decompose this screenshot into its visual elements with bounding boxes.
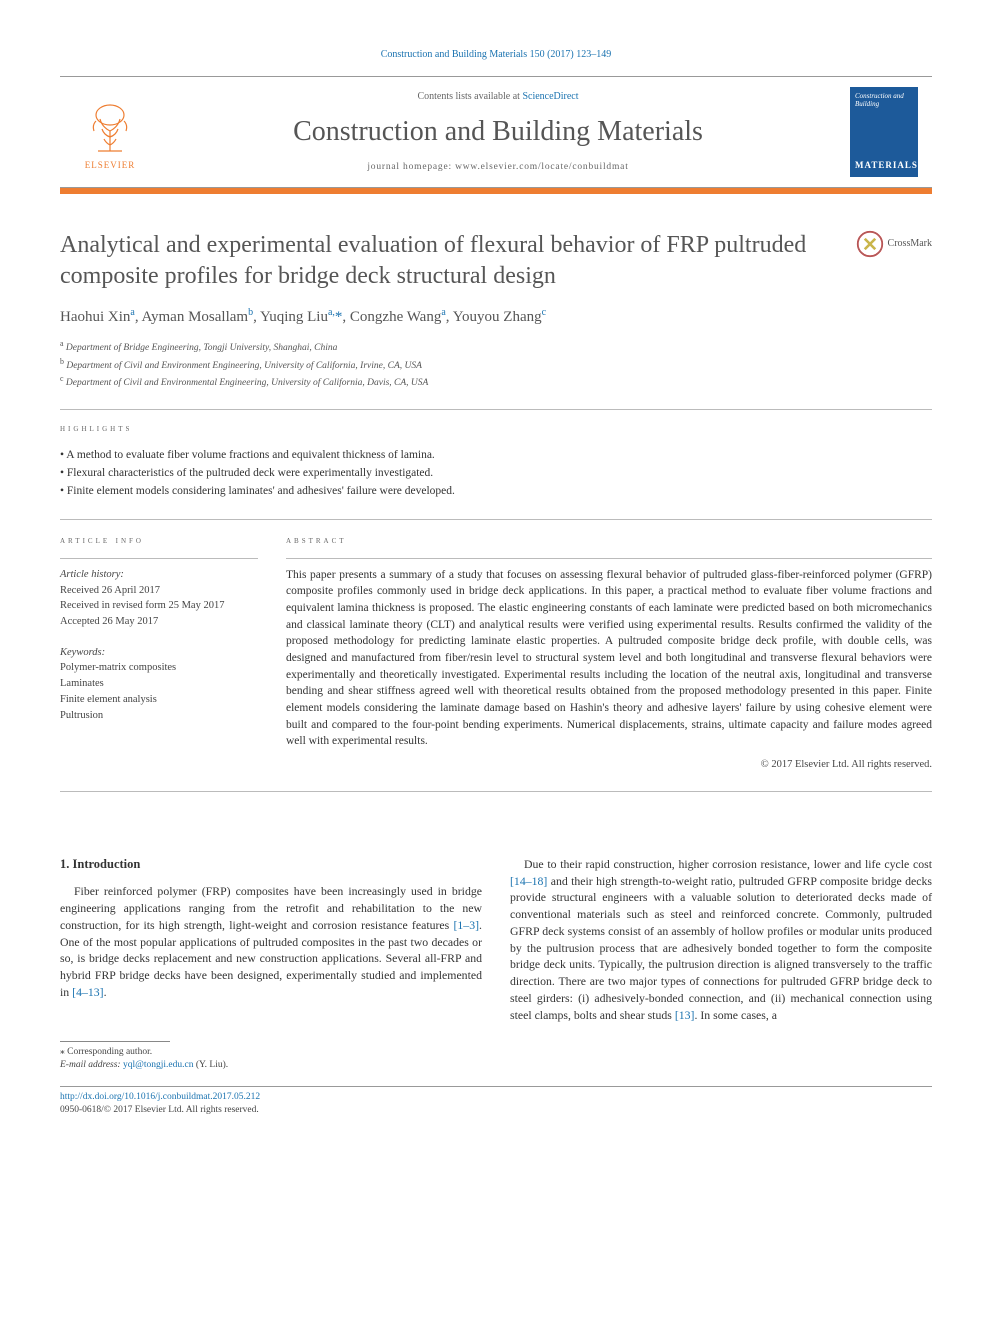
affiliation: c Department of Civil and Environmental … <box>60 373 932 390</box>
doi-link[interactable]: http://dx.doi.org/10.1016/j.conbuildmat.… <box>60 1092 260 1102</box>
publisher-logo[interactable]: ELSEVIER <box>74 92 146 172</box>
history-item: Received in revised form 25 May 2017 <box>60 598 258 614</box>
copyright-line: © 2017 Elsevier Ltd. All rights reserved… <box>286 758 932 773</box>
publisher-name: ELSEVIER <box>85 159 136 172</box>
journal-homepage-line: journal homepage: www.elsevier.com/locat… <box>146 161 850 174</box>
elsevier-tree-icon <box>82 101 138 157</box>
homepage-url: www.elsevier.com/locate/conbuildmat <box>455 162 629 172</box>
email-label: E-mail address: <box>60 1060 121 1070</box>
keyword-item: Laminates <box>60 676 258 692</box>
footnote-rule <box>60 1041 170 1042</box>
highlight-item: A method to evaluate fiber volume fracti… <box>60 446 932 464</box>
cover-top-text: Construction and Building <box>855 92 913 109</box>
info-abstract-row: article info Article history: Received 2… <box>60 534 932 773</box>
journal-cover-thumbnail[interactable]: Construction and Building MATERIALS <box>850 87 918 177</box>
contents-prefix: Contents lists available at <box>417 91 522 102</box>
contents-available-line: Contents lists available at ScienceDirec… <box>146 90 850 104</box>
authors-line: Haohui Xina, Ayman Mosallamb, Yuqing Liu… <box>60 306 932 328</box>
sciencedirect-link[interactable]: ScienceDirect <box>522 91 578 102</box>
body-right-column: Due to their rapid construction, higher … <box>510 856 932 1072</box>
article-history: Article history: Received 26 April 2017 … <box>60 567 258 630</box>
intro-paragraph: Due to their rapid construction, higher … <box>510 856 932 1024</box>
abstract-column: abstract This paper presents a summary o… <box>286 534 932 773</box>
history-item: Accepted 26 May 2017 <box>60 614 258 630</box>
cover-bottom-text: MATERIALS <box>855 159 913 172</box>
highlight-item: Flexural characteristics of the pultrude… <box>60 464 932 482</box>
crossmark-badge[interactable]: CrossMark <box>856 230 932 258</box>
corresponding-author-footnote: ⁎ Corresponding author. E-mail address: … <box>60 1046 482 1073</box>
divider <box>60 558 258 559</box>
affiliations: a Department of Bridge Engineering, Tong… <box>60 338 932 390</box>
abstract-text: This paper presents a summary of a study… <box>286 567 932 750</box>
highlights-list: A method to evaluate fiber volume fracti… <box>60 446 932 501</box>
divider <box>286 558 932 559</box>
article-info-column: article info Article history: Received 2… <box>60 534 258 773</box>
article-title: Analytical and experimental evaluation o… <box>60 230 856 292</box>
journal-title: Construction and Building Materials <box>146 112 850 151</box>
doi-line: http://dx.doi.org/10.1016/j.conbuildmat.… <box>60 1091 932 1104</box>
abstract-heading: abstract <box>286 534 932 548</box>
masthead-center: Contents lists available at ScienceDirec… <box>146 90 850 174</box>
keyword-item: Finite element analysis <box>60 692 258 708</box>
article-info-heading: article info <box>60 534 258 548</box>
crossmark-icon <box>856 230 884 258</box>
history-heading: Article history: <box>60 567 258 583</box>
divider <box>60 791 932 792</box>
journal-reference: Construction and Building Materials 150 … <box>60 48 932 62</box>
intro-heading: 1. Introduction <box>60 856 482 874</box>
email-who: (Y. Liu). <box>196 1060 228 1070</box>
keywords-heading: Keywords: <box>60 646 258 661</box>
accent-bar <box>60 188 932 194</box>
issn-line: 0950-0618/© 2017 Elsevier Ltd. All right… <box>60 1104 932 1117</box>
keyword-item: Pultrusion <box>60 708 258 724</box>
intro-paragraph: Fiber reinforced polymer (FRP) composite… <box>60 883 482 1000</box>
title-row: Analytical and experimental evaluation o… <box>60 230 932 292</box>
article-page: Construction and Building Materials 150 … <box>0 0 992 1158</box>
masthead: ELSEVIER Contents lists available at Sci… <box>60 76 932 188</box>
footnote-star: ⁎ Corresponding author. <box>60 1046 482 1059</box>
divider <box>60 409 932 410</box>
homepage-prefix: journal homepage: <box>367 162 455 172</box>
crossmark-label: CrossMark <box>888 237 932 251</box>
keyword-item: Polymer-matrix composites <box>60 660 258 676</box>
affiliation: a Department of Bridge Engineering, Tong… <box>60 338 932 355</box>
highlights-heading: highlights <box>60 422 932 436</box>
corresponding-email-link[interactable]: yql@tongji.edu.cn <box>123 1060 194 1070</box>
highlight-item: Finite element models considering lamina… <box>60 482 932 500</box>
highlights-section: highlights A method to evaluate fiber vo… <box>60 422 932 501</box>
keywords-list: Polymer-matrix composites Laminates Fini… <box>60 660 258 723</box>
body-two-column: 1. Introduction Fiber reinforced polymer… <box>60 856 932 1072</box>
footer-rule <box>60 1086 932 1087</box>
history-item: Received 26 April 2017 <box>60 583 258 599</box>
divider <box>60 519 932 520</box>
body-left-column: 1. Introduction Fiber reinforced polymer… <box>60 856 482 1072</box>
affiliation: b Department of Civil and Environment En… <box>60 356 932 373</box>
